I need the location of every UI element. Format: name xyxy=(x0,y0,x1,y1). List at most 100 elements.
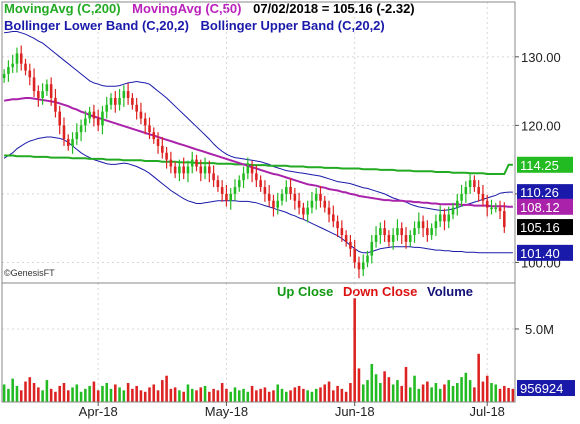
volume-bar xyxy=(105,383,109,402)
volume-bar xyxy=(374,374,378,402)
candle-body xyxy=(297,200,301,208)
volume-bar xyxy=(468,380,472,402)
candle-body xyxy=(361,262,365,270)
legend-last-quote: 07/02/2018 = 105.16 (-2.32) xyxy=(253,1,415,16)
volume-bar xyxy=(434,383,438,402)
volume-legend-down: Down Close xyxy=(343,284,417,299)
volume-bar xyxy=(302,388,305,402)
candle-body xyxy=(498,207,502,212)
candle-body xyxy=(216,180,220,188)
candle-body xyxy=(15,53,19,64)
volume-bar xyxy=(353,298,356,402)
volume-bar xyxy=(7,388,10,402)
candle-body xyxy=(426,228,429,236)
candle-body xyxy=(503,211,506,228)
candle-body xyxy=(105,104,109,112)
volume-bar xyxy=(143,391,147,402)
candle-body xyxy=(186,166,190,174)
volume-bar xyxy=(430,387,433,402)
candle-body xyxy=(84,118,87,126)
candle-body xyxy=(139,111,143,119)
volume-bar xyxy=(250,385,254,402)
volume-bar xyxy=(19,390,23,402)
volume-bar xyxy=(361,384,365,402)
candle-body xyxy=(220,187,224,194)
volume-legend-up: Up Close xyxy=(277,284,333,299)
volume-bar xyxy=(400,385,403,402)
candle-body xyxy=(293,193,297,201)
volume-bar xyxy=(229,391,232,402)
volume-bar xyxy=(71,387,74,402)
volume-bar xyxy=(237,390,241,402)
candle-body xyxy=(473,180,476,188)
candle-body xyxy=(430,228,433,236)
candle-body xyxy=(37,91,40,98)
candle-body xyxy=(417,221,421,229)
candle-body xyxy=(310,200,314,208)
candle-body xyxy=(306,207,309,215)
candle-body xyxy=(443,214,446,222)
price-tag-box xyxy=(517,184,573,201)
volume-bar xyxy=(114,384,117,402)
candle-body xyxy=(49,84,53,98)
volume-legend: Up Close Down Close Volume xyxy=(277,284,473,299)
candle-body xyxy=(79,125,83,133)
volume-legend-volume: Volume xyxy=(427,284,473,299)
volume-bar xyxy=(178,390,181,402)
candle-body xyxy=(237,180,241,188)
candle-body xyxy=(374,235,378,242)
volume-bar xyxy=(443,384,446,402)
candle-body xyxy=(92,111,96,119)
date-tick-label: Apr-18 xyxy=(79,404,118,419)
price-tag-label: 108.12 xyxy=(520,200,560,215)
candle-body xyxy=(451,207,455,215)
candle-body xyxy=(494,207,498,210)
candle-body xyxy=(32,77,36,92)
candle-body xyxy=(156,139,160,146)
volume-bar xyxy=(173,387,177,402)
volume-bar xyxy=(503,385,506,402)
volume-bar xyxy=(203,385,207,402)
date-tick-label: Jul-18 xyxy=(470,404,505,419)
volume-bar xyxy=(451,385,455,402)
volume-bar xyxy=(473,387,476,402)
price-tag-box xyxy=(517,198,573,215)
volume-bar xyxy=(220,383,224,402)
candle-body xyxy=(464,187,468,194)
volume-bar xyxy=(276,384,280,402)
candle-body xyxy=(289,187,292,194)
volume-bar xyxy=(490,383,493,402)
candle-body xyxy=(327,207,331,215)
candle-body xyxy=(391,235,395,242)
candle-body xyxy=(45,84,49,92)
candle-body xyxy=(66,139,70,146)
candle-body xyxy=(344,235,348,242)
candle-body xyxy=(148,125,151,133)
candle-body xyxy=(314,193,318,201)
volume-bar xyxy=(391,384,395,402)
candle-body xyxy=(229,193,232,201)
legend-ma200: MovingAvg (C,200) xyxy=(4,1,121,16)
volume-bar xyxy=(212,388,215,402)
volume-bar xyxy=(246,391,250,402)
candle-body xyxy=(250,166,254,174)
candle-body xyxy=(357,262,361,270)
candle-body xyxy=(319,193,322,201)
legend-line-1: MovingAvg (C,200) MovingAvg (C,50) 07/02… xyxy=(4,1,415,16)
candle-body xyxy=(178,166,181,174)
candle-body xyxy=(272,200,275,208)
candle-body xyxy=(302,207,305,215)
volume-bar xyxy=(15,385,19,402)
candle-body xyxy=(28,70,32,78)
candle-body xyxy=(332,214,335,222)
volume-bar xyxy=(477,353,480,402)
volume-bar xyxy=(148,387,151,402)
volume-bar xyxy=(417,388,421,402)
volume-bar xyxy=(62,383,66,402)
candle-body xyxy=(263,187,267,194)
panel-frames xyxy=(1,1,516,403)
candle-body xyxy=(19,53,23,64)
volume-bar xyxy=(195,390,198,402)
volume-bar xyxy=(456,383,459,402)
